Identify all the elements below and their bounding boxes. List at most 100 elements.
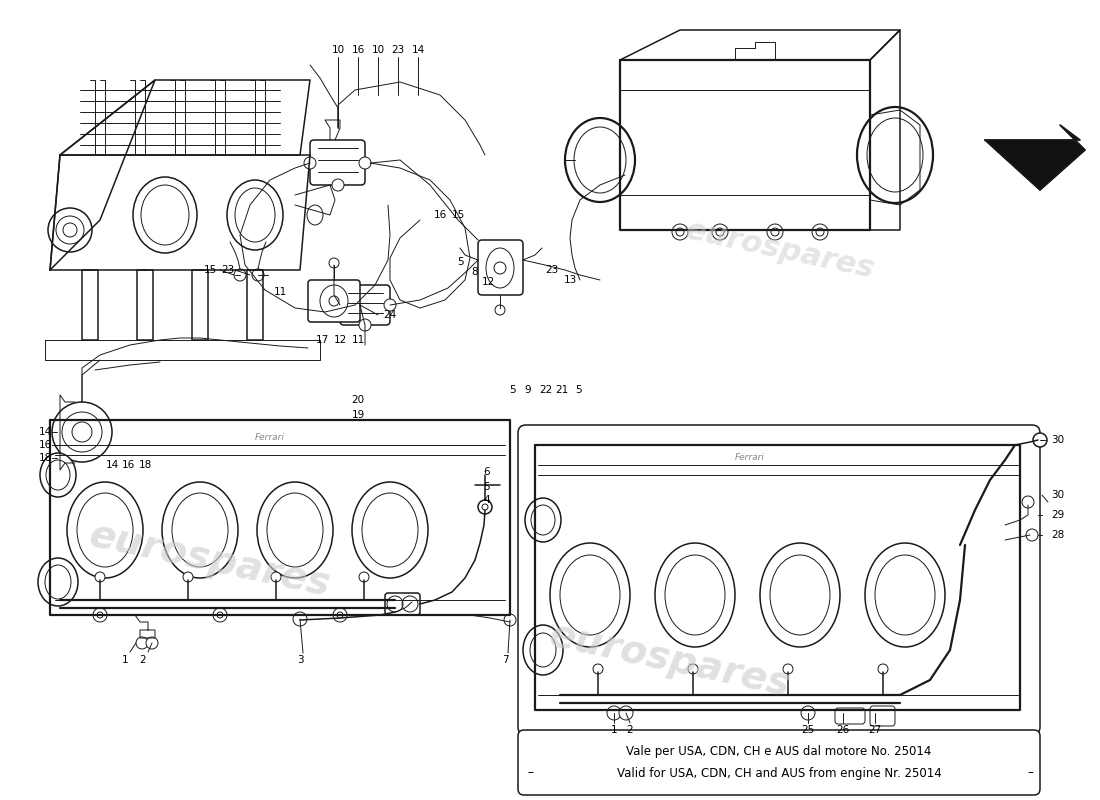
Text: 18: 18: [39, 453, 52, 463]
Text: 2: 2: [627, 725, 634, 735]
Text: Ferrari: Ferrari: [255, 434, 285, 442]
Text: 16: 16: [121, 460, 134, 470]
Text: 22: 22: [539, 385, 552, 395]
Circle shape: [767, 224, 783, 240]
Circle shape: [136, 637, 149, 649]
Circle shape: [712, 224, 728, 240]
FancyBboxPatch shape: [340, 285, 390, 325]
Polygon shape: [984, 125, 1085, 190]
Text: eurospares: eurospares: [683, 216, 878, 284]
FancyBboxPatch shape: [478, 240, 522, 295]
Text: 5: 5: [574, 385, 581, 395]
Circle shape: [304, 157, 316, 169]
Text: 5: 5: [508, 385, 515, 395]
Text: 12: 12: [333, 335, 346, 345]
Text: 15: 15: [204, 265, 217, 275]
FancyBboxPatch shape: [310, 140, 365, 185]
Text: 15: 15: [451, 210, 464, 220]
Text: 27: 27: [868, 725, 881, 735]
Circle shape: [619, 706, 632, 720]
FancyBboxPatch shape: [870, 706, 895, 726]
Text: 29: 29: [1052, 510, 1065, 520]
Text: 26: 26: [836, 725, 849, 735]
Circle shape: [593, 664, 603, 674]
Text: 23: 23: [546, 265, 559, 275]
Circle shape: [478, 500, 492, 514]
Ellipse shape: [257, 482, 333, 578]
Ellipse shape: [352, 482, 428, 578]
Text: 13: 13: [563, 275, 576, 285]
Circle shape: [783, 664, 793, 674]
Text: Valid for USA, CDN, CH and AUS from engine Nr. 25014: Valid for USA, CDN, CH and AUS from engi…: [617, 766, 942, 779]
Text: 5: 5: [484, 482, 491, 492]
Circle shape: [52, 402, 112, 462]
Text: eurospares: eurospares: [546, 616, 794, 704]
Circle shape: [234, 269, 246, 281]
Text: 8: 8: [472, 267, 478, 277]
Text: 18: 18: [139, 460, 152, 470]
Circle shape: [1026, 529, 1038, 541]
FancyBboxPatch shape: [835, 708, 865, 724]
Text: 3: 3: [297, 655, 304, 665]
Circle shape: [359, 157, 371, 169]
Text: –: –: [1027, 766, 1033, 779]
Text: eurospares: eurospares: [86, 516, 334, 604]
Text: 17: 17: [316, 335, 329, 345]
Text: 16: 16: [351, 45, 364, 55]
Text: 25: 25: [802, 725, 815, 735]
Circle shape: [213, 608, 227, 622]
Circle shape: [801, 706, 815, 720]
Circle shape: [878, 664, 888, 674]
Text: 11: 11: [351, 335, 364, 345]
Circle shape: [183, 572, 192, 582]
Text: 10: 10: [372, 45, 385, 55]
Ellipse shape: [760, 543, 840, 647]
Text: 23: 23: [221, 265, 234, 275]
Text: 2: 2: [140, 655, 146, 665]
Text: 9: 9: [525, 385, 531, 395]
FancyBboxPatch shape: [518, 730, 1040, 795]
Text: 16: 16: [433, 210, 447, 220]
Text: 6: 6: [484, 467, 491, 477]
Circle shape: [252, 269, 264, 281]
Circle shape: [334, 299, 346, 311]
Text: 10: 10: [331, 45, 344, 55]
Text: 19: 19: [351, 410, 364, 420]
Circle shape: [146, 637, 158, 649]
Text: 28: 28: [1052, 530, 1065, 540]
Circle shape: [504, 614, 516, 626]
Ellipse shape: [162, 482, 238, 578]
Text: 30: 30: [1052, 490, 1065, 500]
Text: 5: 5: [458, 257, 464, 267]
FancyBboxPatch shape: [308, 280, 360, 322]
Circle shape: [333, 608, 346, 622]
FancyBboxPatch shape: [385, 593, 420, 615]
Ellipse shape: [550, 543, 630, 647]
Ellipse shape: [522, 625, 563, 675]
Text: 7: 7: [502, 655, 508, 665]
Text: 1: 1: [122, 655, 129, 665]
Text: 21: 21: [556, 385, 569, 395]
Ellipse shape: [654, 543, 735, 647]
Ellipse shape: [525, 498, 561, 542]
Text: 20: 20: [351, 395, 364, 405]
Circle shape: [688, 664, 698, 674]
Text: 11: 11: [274, 287, 287, 297]
Ellipse shape: [865, 543, 945, 647]
Ellipse shape: [67, 482, 143, 578]
Circle shape: [359, 572, 369, 582]
Ellipse shape: [133, 177, 197, 253]
FancyBboxPatch shape: [518, 425, 1040, 735]
Text: 30: 30: [1052, 435, 1065, 445]
Circle shape: [332, 179, 344, 191]
Text: –: –: [527, 766, 532, 779]
Circle shape: [329, 258, 339, 268]
Text: 14: 14: [106, 460, 119, 470]
Text: 4: 4: [484, 495, 491, 505]
Text: 12: 12: [482, 277, 495, 287]
Ellipse shape: [40, 453, 76, 497]
Circle shape: [271, 572, 281, 582]
Text: 14: 14: [39, 427, 52, 437]
Circle shape: [48, 208, 92, 252]
Circle shape: [359, 319, 371, 331]
